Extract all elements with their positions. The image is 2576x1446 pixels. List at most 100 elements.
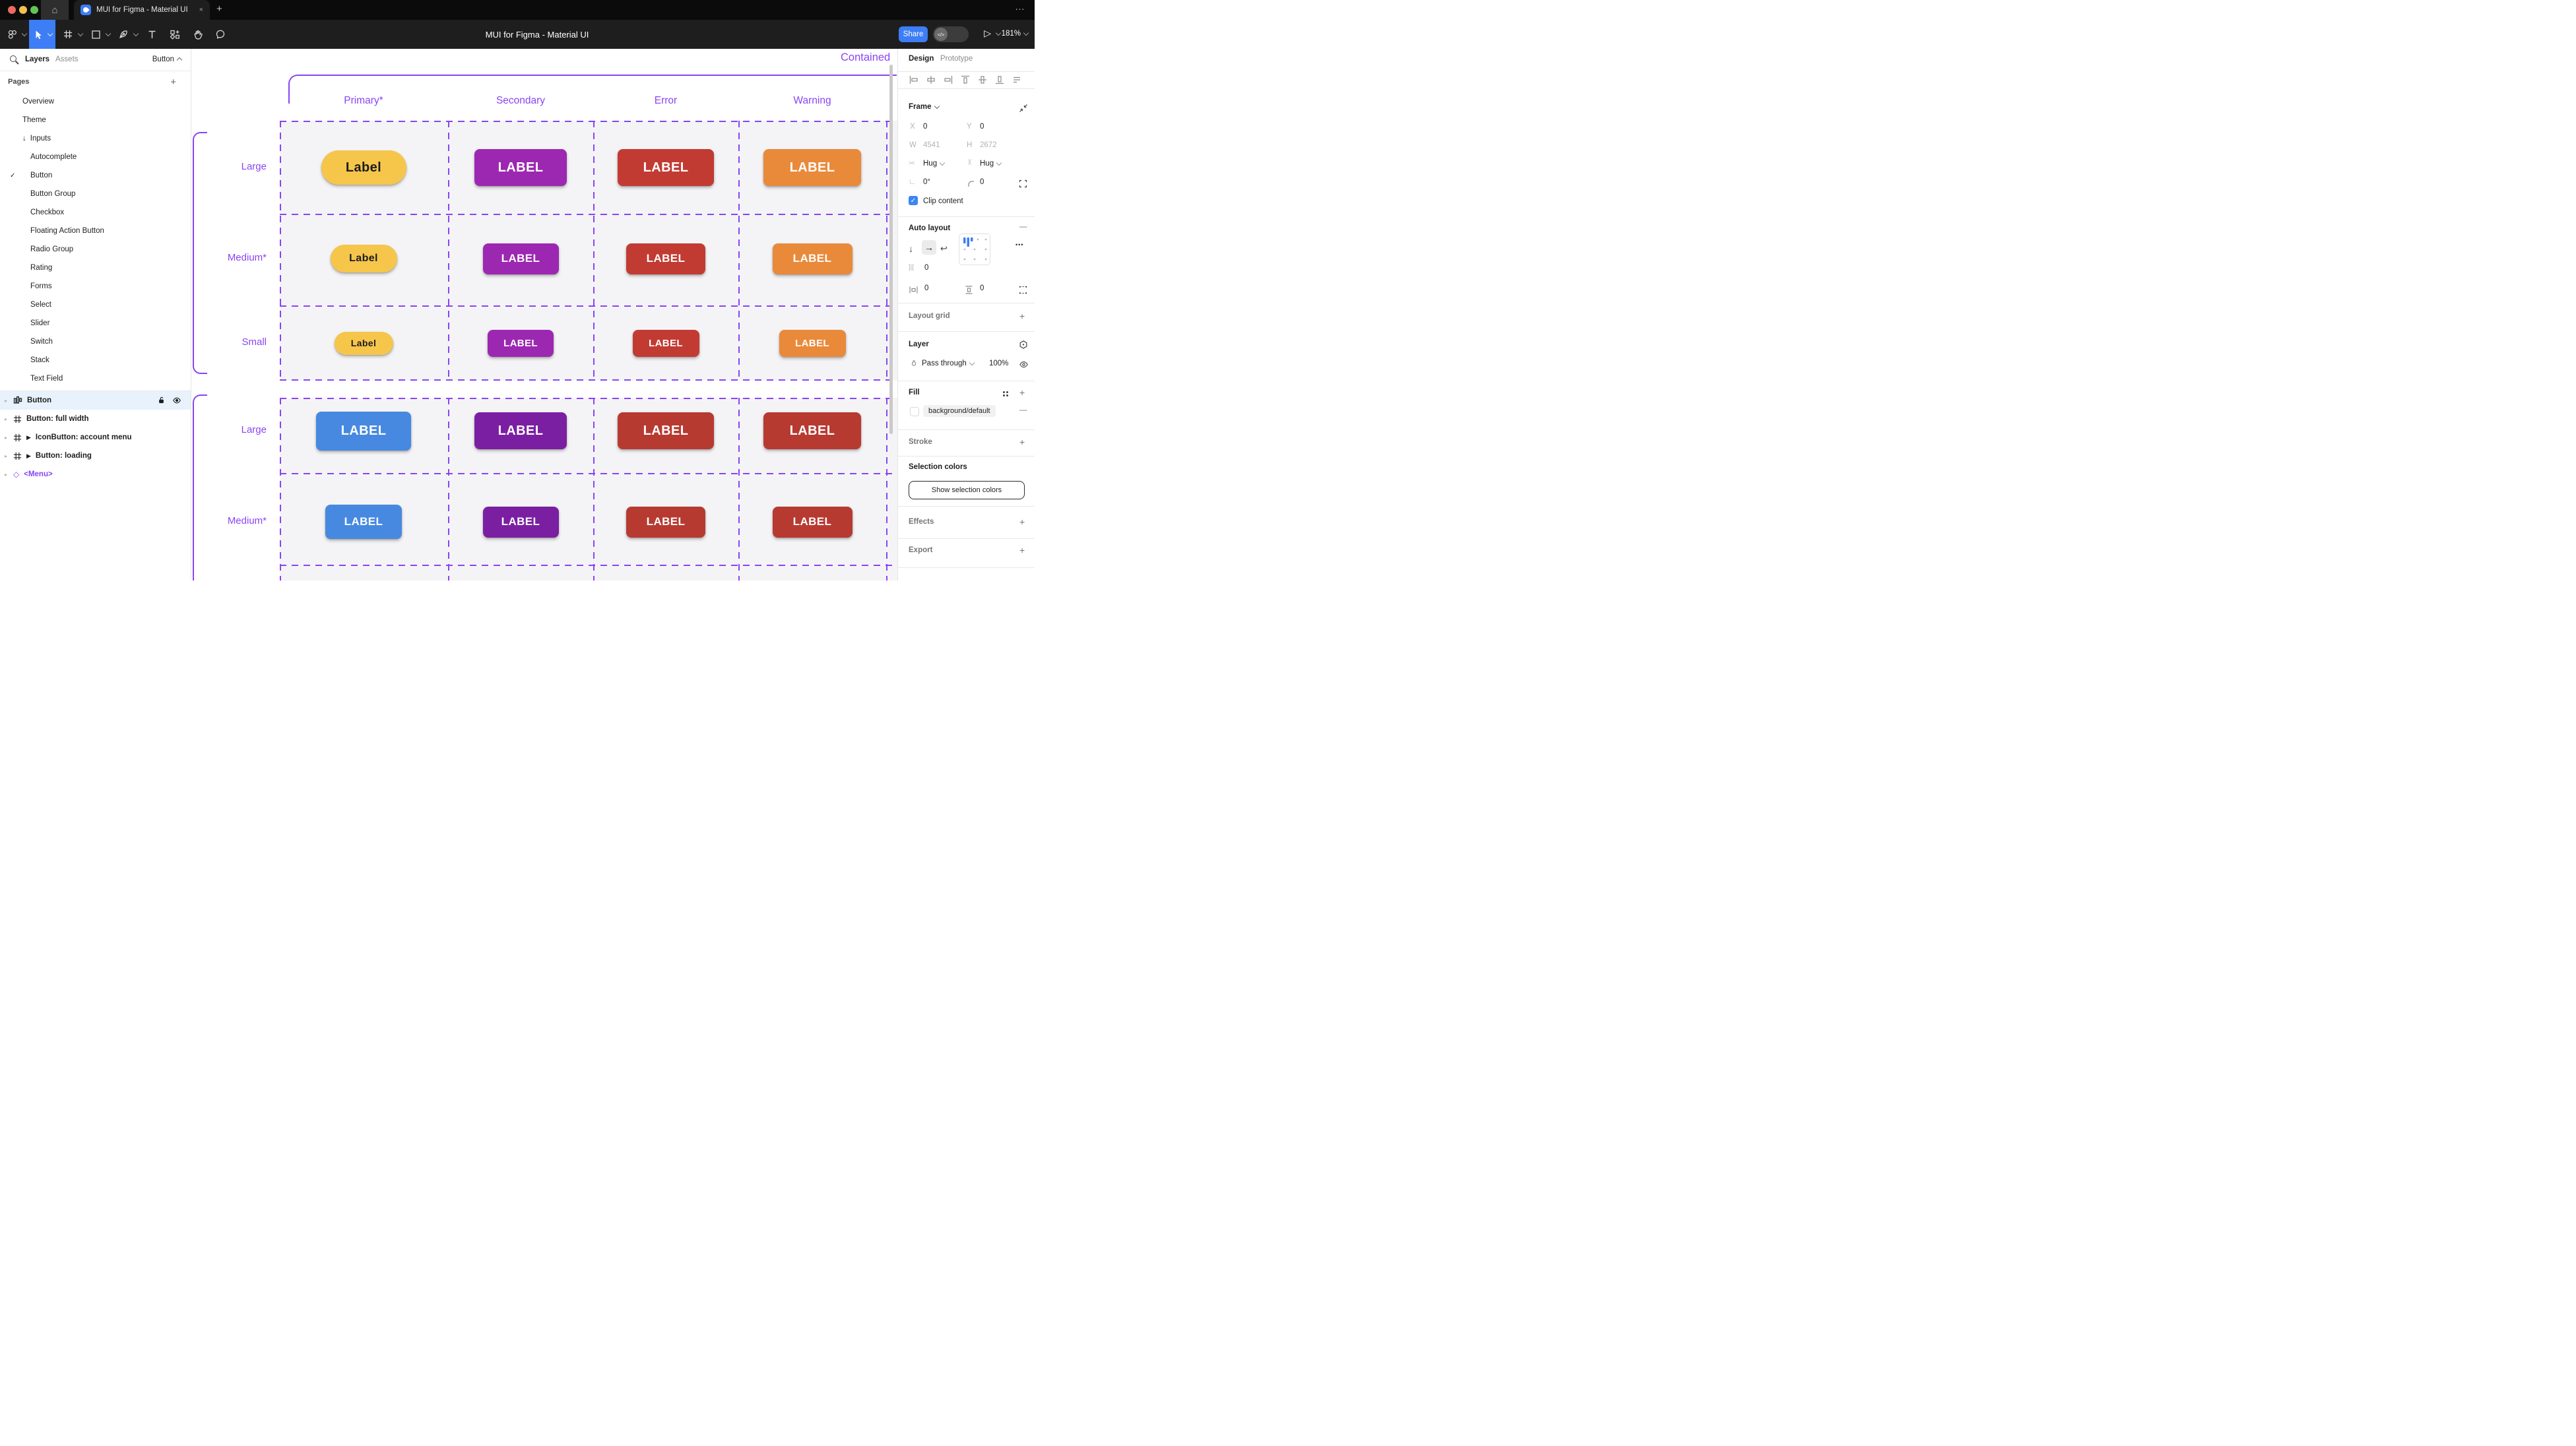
page-item-inputs[interactable]: ↓ Inputs: [0, 129, 191, 148]
canvas-button-small-error[interactable]: LABEL: [632, 329, 699, 357]
remove-auto-layout-button[interactable]: —: [1019, 223, 1027, 231]
canvas-button-large-secondary[interactable]: LABEL: [474, 412, 567, 449]
expand-layer-icon[interactable]: ▸: [5, 435, 8, 441]
comment-tool-button[interactable]: [211, 20, 230, 49]
page-item-floating-action-button[interactable]: Floating Action Button: [0, 222, 191, 240]
add-page-button[interactable]: +: [170, 77, 176, 88]
canvas-button-medium-error[interactable]: LABEL: [626, 243, 705, 274]
canvas-section-title[interactable]: Contained: [841, 51, 891, 63]
expand-layer-icon[interactable]: ▸: [5, 416, 8, 422]
close-tab-icon[interactable]: ×: [199, 6, 203, 14]
individual-padding-icon[interactable]: [1018, 285, 1028, 295]
text-tool-button[interactable]: [143, 20, 161, 49]
column-header-error[interactable]: Error: [654, 95, 678, 106]
canvas-button-small-primary[interactable]: Label: [334, 331, 393, 355]
column-header-secondary[interactable]: Secondary: [496, 95, 546, 106]
remove-fill-button[interactable]: —: [1019, 406, 1027, 414]
page-item-select[interactable]: Select: [0, 296, 191, 314]
direction-right-selected[interactable]: →: [922, 240, 936, 255]
active-file-tab[interactable]: MUI for Figma - Material UI ×: [74, 0, 210, 20]
align-horizontal-center-icon[interactable]: [926, 75, 936, 85]
page-item-forms[interactable]: Forms: [0, 277, 191, 296]
height-field[interactable]: 2672: [980, 141, 997, 149]
new-tab-button[interactable]: +: [216, 3, 222, 15]
page-item-autocomplete[interactable]: Autocomplete: [0, 148, 191, 166]
present-chevron-icon[interactable]: [995, 30, 1002, 36]
page-item-button-group[interactable]: Button Group: [0, 185, 191, 203]
window-more-icon[interactable]: …: [1015, 1, 1025, 13]
gap-field[interactable]: 0: [924, 264, 929, 272]
show-selection-colors-button[interactable]: Show selection colors: [909, 481, 1025, 499]
blend-mode-icon[interactable]: [1018, 340, 1029, 350]
zoom-level-dropdown[interactable]: 181%: [1002, 30, 1029, 38]
layer-row-button-loading[interactable]: ▸ ▶ Button: loading: [0, 447, 191, 465]
page-item-radio-group[interactable]: Radio Group: [0, 240, 191, 259]
distribute-icon[interactable]: [1012, 75, 1022, 85]
layer-row-button-full-width[interactable]: ▸ Button: full width: [0, 410, 191, 428]
align-left-icon[interactable]: [909, 75, 919, 85]
share-button[interactable]: Share: [899, 26, 928, 42]
page-item-checkbox[interactable]: Checkbox: [0, 203, 191, 222]
canvas-button-medium-warning[interactable]: LABEL: [772, 506, 853, 538]
shape-tool-button[interactable]: [88, 20, 112, 49]
row-label-large[interactable]: Large: [241, 424, 267, 435]
canvas-button-medium-secondary[interactable]: LABEL: [482, 506, 559, 538]
clip-content-checkbox[interactable]: ✓: [909, 196, 918, 205]
canvas[interactable]: Contained Primary* Secondary Error Warning …: [191, 49, 897, 581]
present-button[interactable]: ▷: [984, 28, 991, 38]
row-label-medium[interactable]: Medium*: [227, 515, 267, 526]
opacity-field[interactable]: 100%: [989, 360, 1009, 367]
canvas-button-medium-primary[interactable]: Label: [330, 245, 397, 272]
align-vertical-center-icon[interactable]: [977, 75, 988, 85]
layer-row-button[interactable]: ▸ Button: [0, 391, 191, 410]
main-menu-button[interactable]: [5, 20, 28, 49]
mac-close-button[interactable]: [8, 6, 16, 14]
hug-height-dropdown[interactable]: Hug: [980, 160, 1002, 168]
mac-minimize-button[interactable]: [19, 6, 27, 14]
canvas-button-medium-warning[interactable]: LABEL: [772, 243, 853, 274]
canvas-button-large-secondary[interactable]: LABEL: [474, 149, 567, 186]
layer-visibility-eye-icon[interactable]: [1019, 360, 1029, 369]
canvas-button-large-warning[interactable]: LABEL: [763, 149, 861, 186]
add-export-button[interactable]: +: [1019, 545, 1025, 555]
collapse-arrow-icon[interactable]: ↓: [22, 135, 26, 142]
column-header-warning[interactable]: Warning: [793, 95, 831, 106]
auto-layout-more-icon[interactable]: •••: [1015, 241, 1024, 248]
frame-tool-button[interactable]: [61, 20, 84, 49]
hand-tool-button[interactable]: [189, 20, 207, 49]
align-top-icon[interactable]: [960, 75, 971, 85]
layer-row--menu-[interactable]: ▸ ◇ <Menu>: [0, 465, 191, 484]
tab-assets[interactable]: Assets: [55, 55, 79, 63]
page-item-overview[interactable]: Overview: [0, 92, 191, 111]
horizontal-padding-field[interactable]: 0: [924, 284, 929, 292]
row-label-large[interactable]: Large: [241, 161, 267, 172]
add-layout-grid-button[interactable]: +: [1019, 311, 1025, 321]
alignment-widget[interactable]: [959, 234, 990, 265]
expand-layer-icon[interactable]: ▸: [5, 398, 8, 404]
canvas-button-large-warning[interactable]: LABEL: [763, 412, 861, 449]
tab-layers[interactable]: Layers: [25, 55, 50, 63]
direction-down-icon[interactable]: ↓: [909, 243, 913, 254]
canvas-button-large-error[interactable]: LABEL: [618, 412, 714, 449]
search-icon[interactable]: [10, 55, 16, 62]
independent-corners-icon[interactable]: [1018, 179, 1028, 189]
page-item-switch[interactable]: Switch: [0, 332, 191, 351]
fill-styles-icon[interactable]: [1002, 391, 1009, 397]
canvas-button-medium-primary[interactable]: LABEL: [325, 505, 402, 539]
add-effect-button[interactable]: +: [1019, 517, 1025, 527]
dev-mode-toggle[interactable]: </>: [933, 26, 969, 42]
canvas-button-large-primary[interactable]: LABEL: [316, 411, 411, 451]
blend-mode-dropdown[interactable]: Pass through: [922, 360, 975, 367]
expand-layer-icon[interactable]: ▸: [5, 453, 8, 459]
add-fill-button[interactable]: +: [1019, 387, 1025, 398]
column-header-primary[interactable]: Primary*: [344, 95, 383, 106]
align-bottom-icon[interactable]: [994, 75, 1005, 85]
canvas-scrollbar[interactable]: [889, 65, 893, 434]
canvas-button-large-error[interactable]: LABEL: [618, 149, 714, 186]
expand-layer-icon[interactable]: ▸: [5, 472, 8, 478]
wrap-icon[interactable]: ↩: [940, 243, 948, 253]
mac-zoom-button[interactable]: [30, 6, 38, 14]
row-label-medium[interactable]: Medium*: [227, 252, 267, 263]
canvas-button-medium-error[interactable]: LABEL: [626, 506, 705, 538]
page-item-button[interactable]: ✓ Button: [0, 166, 191, 185]
